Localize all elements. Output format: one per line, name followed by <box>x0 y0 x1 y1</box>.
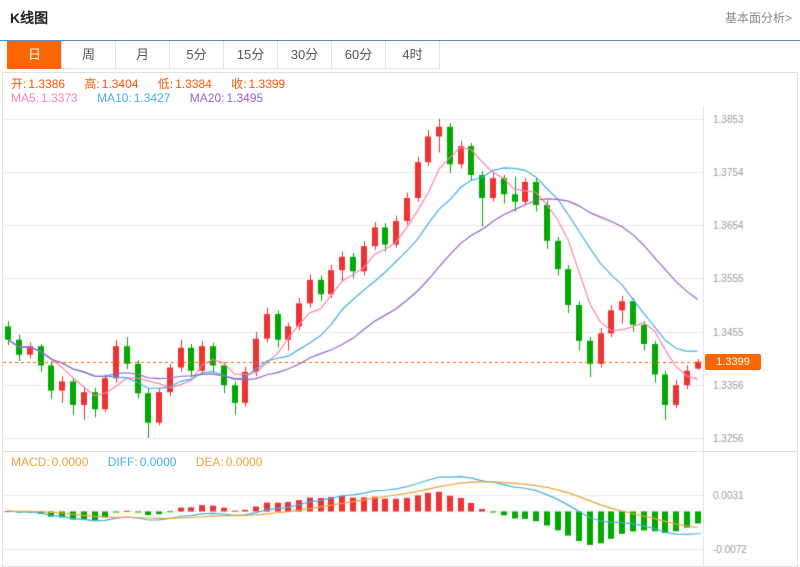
diff-label: DIFF: <box>107 455 138 469</box>
candlestick-chart-canvas[interactable] <box>3 106 797 451</box>
low-field: 低: 1.3384 <box>158 77 214 91</box>
high-value: 1.3404 <box>101 77 139 91</box>
ma5-field: MA5: 1.3373 <box>11 91 80 105</box>
ohlc-info-row: 开: 1.3386 高: 1.3404 低: 1.3384 收: 1.3399 <box>3 73 797 91</box>
pane-divider <box>3 451 797 452</box>
ma10-value: 1.3427 <box>133 91 171 105</box>
chart-container: 开: 1.3386 高: 1.3404 低: 1.3384 收: 1.3399 MA5:… <box>2 72 798 567</box>
macd-label: MACD: <box>11 455 50 469</box>
diff-value: 0.0000 <box>139 455 177 469</box>
low-label: 低: <box>157 77 174 91</box>
close-field: 收: 1.3399 <box>231 77 287 91</box>
last-price-badge: 1.3399 <box>705 353 761 370</box>
ma20-label: MA20: <box>189 91 225 105</box>
macd-value: 0.0000 <box>51 455 89 469</box>
low-value: 1.3384 <box>175 77 212 91</box>
open-label: 开: <box>11 77 27 91</box>
diff-field: DIFF: 0.0000 <box>108 455 179 469</box>
dea-field: DEA: 0.0000 <box>196 455 265 469</box>
ma20-field: MA20: 1.3495 <box>190 91 265 105</box>
ma20-value: 1.3495 <box>226 91 264 105</box>
fundamental-analysis-link[interactable]: 基本面分析> <box>724 11 792 25</box>
ma-info-row: MA5: 1.3373 MA10: 1.3427 MA20: 1.3495 <box>3 90 797 106</box>
tab-min30[interactable]: 30分 <box>277 41 332 69</box>
tab-month[interactable]: 月 <box>115 41 170 69</box>
tab-min60[interactable]: 60分 <box>331 41 386 69</box>
ma10-field: MA10: 1.3427 <box>97 91 172 105</box>
period-tabs: 日周月 5分 15分 30分 60分 4时 <box>0 40 800 69</box>
macd-info-row: MACD: 0.0000 DIFF: 0.0000 DEA: 0.0000 <box>11 455 278 469</box>
tab-min15[interactable]: 15分 <box>223 41 278 69</box>
close-value: 1.3399 <box>248 77 286 91</box>
close-label: 收: <box>231 77 247 91</box>
high-label: 高: <box>84 77 100 91</box>
open-value: 1.3386 <box>28 77 66 91</box>
ma10-label: MA10: <box>97 91 132 105</box>
macd-field: MACD: 0.0000 <box>11 455 90 469</box>
ma5-label: MA5: <box>11 91 40 105</box>
dea-label: DEA: <box>195 455 224 469</box>
page-title: K线图 <box>10 10 49 26</box>
tab-hour4[interactable]: 4时 <box>385 41 440 69</box>
tab-min5[interactable]: 5分 <box>169 41 224 69</box>
high-field: 高: 1.3404 <box>84 77 140 91</box>
dea-value: 0.0000 <box>225 455 263 469</box>
macd-chart-canvas[interactable] <box>3 452 797 566</box>
open-field: 开: 1.3386 <box>11 77 67 91</box>
tab-week[interactable]: 周 <box>61 41 116 69</box>
ma5-value: 1.3373 <box>41 91 78 105</box>
tab-day[interactable]: 日 <box>7 41 62 69</box>
page-header: K线图 基本面分析> <box>0 0 800 36</box>
